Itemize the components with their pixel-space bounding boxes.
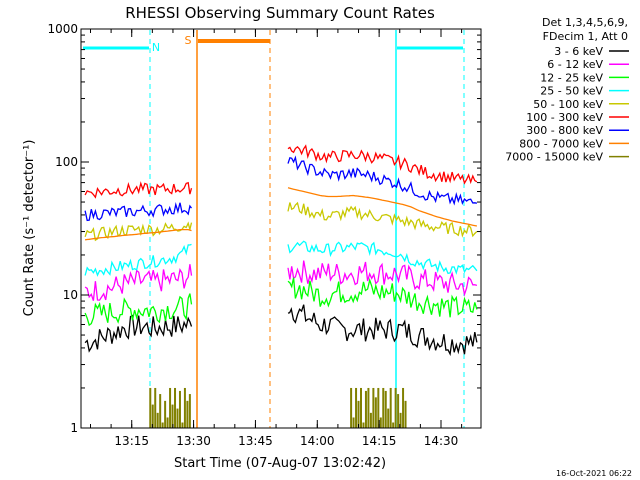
series-2-line	[287, 260, 478, 297]
chart-title: RHESSI Observing Summary Count Rates	[125, 4, 435, 22]
y-axis-label: Count Rate (s⁻¹ detector⁻¹)	[22, 140, 37, 317]
plot-area-frame	[80, 28, 482, 429]
y-tick-label: 1	[70, 421, 78, 435]
legend-entry-label: 50 - 100 keV	[533, 98, 603, 111]
legend-entry-label: 6 - 12 keV	[547, 58, 603, 71]
series-6-line	[287, 144, 478, 185]
y-tick-label: 100	[55, 155, 78, 169]
legend-entry-label: 300 - 800 keV	[526, 124, 603, 137]
series-3-line	[287, 277, 478, 318]
legend-entry-label: 800 - 7000 keV	[519, 137, 603, 150]
series-9	[149, 387, 407, 428]
y-tick-label: 10	[63, 288, 78, 302]
y-tick-label: 1000	[47, 22, 78, 36]
series-2	[84, 260, 478, 301]
legend: Det 1,3,4,5,6,9, FDecim 1, Att 0 3 - 6 k…	[505, 16, 629, 164]
y-axis: 1 10 100 1000	[47, 22, 481, 435]
x-tick-label: 14:30	[424, 434, 459, 448]
series-8	[85, 187, 478, 241]
series-3-line	[84, 293, 193, 327]
series-7-line	[287, 155, 478, 206]
legend-entry-label: 7000 - 15000 keV	[505, 151, 603, 164]
series-4	[84, 240, 478, 277]
series-3	[84, 277, 478, 327]
x-tick-label: 13:45	[238, 434, 273, 448]
series-5	[84, 201, 478, 242]
series-1-line	[287, 304, 478, 357]
series-4-line	[287, 240, 478, 275]
x-tick-label: 14:15	[362, 434, 397, 448]
legend-entry-label: 100 - 300 keV	[526, 111, 603, 124]
series-5-line	[84, 221, 193, 242]
legend-entry-label: 3 - 6 keV	[554, 45, 603, 58]
series-7	[84, 155, 478, 222]
series-7-line	[84, 202, 193, 222]
interval-markers: N S	[83, 30, 465, 428]
x-tick-label: 13:15	[114, 434, 149, 448]
legend-header-line-1: Det 1,3,4,5,6,9,	[542, 16, 628, 29]
saa-marker-label: S	[185, 34, 192, 47]
legend-header-line-2: FDecim 1, Att 0	[543, 30, 628, 43]
night-marker-label: N	[152, 41, 160, 54]
series-4-line	[84, 243, 192, 277]
series-5-line	[287, 201, 478, 238]
series-1	[84, 304, 478, 357]
x-axis: 13:15 13:30 13:45 14:00 14:15 14:30	[89, 29, 463, 448]
x-axis-label: Start Time (07-Aug-07 13:02:42)	[174, 456, 386, 471]
footer-date: 16-Oct-2021 06:22	[556, 469, 632, 478]
series-8-line	[287, 187, 478, 227]
series-6	[84, 144, 478, 199]
legend-entry-label: 12 - 25 keV	[540, 71, 603, 84]
series-1-line	[84, 314, 193, 353]
legend-entry-label: 25 - 50 keV	[540, 85, 603, 98]
series-layer	[84, 144, 478, 428]
series-8-line	[85, 228, 192, 241]
x-tick-label: 13:30	[176, 434, 211, 448]
x-tick-label: 14:00	[300, 434, 335, 448]
series-6-line	[84, 181, 193, 199]
series-2-line	[84, 264, 193, 301]
